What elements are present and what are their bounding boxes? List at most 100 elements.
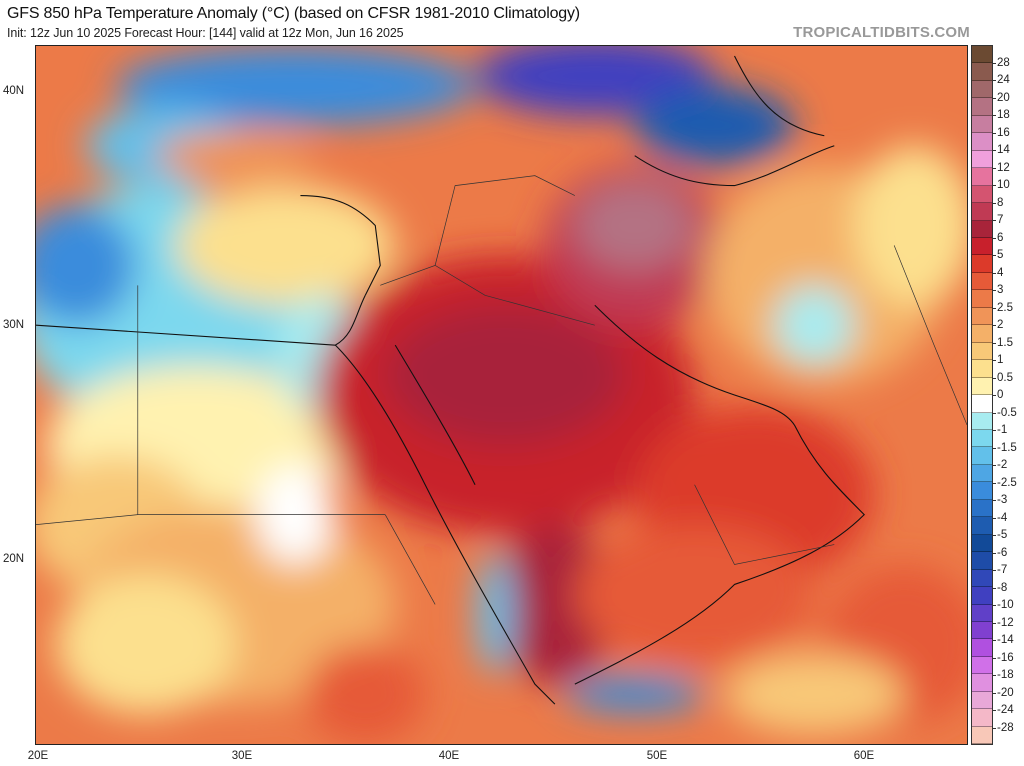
colorbar-label: 20 xyxy=(997,91,1010,104)
colorbar-tick xyxy=(992,412,996,414)
colorbar-bin xyxy=(972,464,992,483)
colorbar-label: -16 xyxy=(997,651,1014,664)
colorbar-bin xyxy=(972,447,992,465)
colorbar-tick xyxy=(992,622,996,624)
colorbar-bin xyxy=(972,342,992,361)
colorbar-bin xyxy=(972,604,992,622)
borders xyxy=(36,175,967,605)
colorbar-label: -18 xyxy=(997,669,1014,681)
colorbar-tick xyxy=(992,307,996,309)
colorbar-bin xyxy=(972,220,992,238)
colorbar-tick xyxy=(992,640,996,641)
colorbar-tick xyxy=(992,237,996,239)
colorbar-bin xyxy=(972,691,992,710)
temperature-anomaly-map xyxy=(35,45,968,745)
colorbar-bin xyxy=(972,290,992,308)
colorbar-bin xyxy=(972,168,992,186)
colorbar-label: -7 xyxy=(997,564,1008,576)
colorbar-bin xyxy=(972,482,992,500)
colorbar-tick xyxy=(992,185,996,186)
colorbar-label: 8 xyxy=(997,196,1004,209)
colorbar-tick xyxy=(992,97,996,99)
colorbar-tick xyxy=(992,710,996,711)
colorbar-tick xyxy=(992,657,996,659)
colorbar-tick xyxy=(992,482,996,484)
colorbar-tick xyxy=(992,605,996,606)
colorbar-label: -28 xyxy=(997,721,1014,734)
colorbar-label: 18 xyxy=(997,109,1010,121)
colorbar-tick xyxy=(992,500,996,501)
colorbar-tick xyxy=(992,447,996,449)
colorbar xyxy=(971,45,993,745)
colorbar-label: 0 xyxy=(997,389,1004,401)
colorbar-bin xyxy=(972,429,992,448)
colorbar-tick xyxy=(992,272,996,274)
colorbar-label: -6 xyxy=(997,546,1008,559)
colorbar-tick xyxy=(992,202,996,204)
colorbar-bin xyxy=(972,203,992,221)
colorbar-tick xyxy=(992,675,996,676)
colorbar-label: -10 xyxy=(997,599,1014,611)
lon-label-20e: 20E xyxy=(27,750,49,762)
colorbar-bin xyxy=(972,726,992,745)
colorbar-bin xyxy=(972,307,992,326)
colorbar-label: 16 xyxy=(997,126,1010,139)
lat-label-40n: 40N xyxy=(3,85,25,97)
colorbar-tick xyxy=(992,727,996,729)
colorbar-bin xyxy=(972,395,992,413)
colorbar-label: 10 xyxy=(997,179,1010,191)
colorbar-bin xyxy=(972,133,992,151)
colorbar-label: -1.5 xyxy=(997,441,1017,454)
colorbar-label: -5 xyxy=(997,529,1008,541)
colorbar-bin xyxy=(972,412,992,430)
colorbar-bin xyxy=(972,534,992,553)
colorbar-label: 5 xyxy=(997,249,1004,261)
colorbar-label: -3 xyxy=(997,494,1008,506)
colorbar-label: -20 xyxy=(997,686,1014,699)
colorbar-tick xyxy=(992,535,996,536)
colorbar-bin xyxy=(972,325,992,343)
colorbar-label: -8 xyxy=(997,581,1008,594)
colorbar-tick xyxy=(992,692,996,694)
colorbar-bin xyxy=(972,360,992,378)
colorbar-tick xyxy=(992,80,996,81)
colorbar-label: 6 xyxy=(997,231,1004,244)
colorbar-bin xyxy=(972,115,992,134)
colorbar-label: 1.5 xyxy=(997,336,1013,349)
colorbar-bin xyxy=(972,272,992,291)
lon-label-50e: 50E xyxy=(646,750,668,762)
colorbar-label: -12 xyxy=(997,616,1014,629)
colorbar-label: 7 xyxy=(997,214,1004,226)
colorbar-tick xyxy=(992,360,996,361)
colorbar-tick xyxy=(992,465,996,466)
colorbar-bin xyxy=(972,46,992,64)
colorbar-bin xyxy=(972,255,992,273)
colorbar-bin xyxy=(972,150,992,169)
colorbar-label: 12 xyxy=(997,161,1010,174)
colorbar-label: -0.5 xyxy=(997,406,1017,419)
colorbar-label: 24 xyxy=(997,74,1010,86)
colorbar-label: -4 xyxy=(997,511,1008,524)
colorbar-label: 28 xyxy=(997,56,1010,69)
colorbar-bin xyxy=(972,587,992,605)
colorbar-bin xyxy=(972,237,992,256)
colorbar-bin xyxy=(972,499,992,518)
colorbar-label: 4 xyxy=(997,266,1004,279)
colorbar-tick xyxy=(992,325,996,326)
colorbar-bin xyxy=(972,552,992,570)
lat-label-20n: 20N xyxy=(3,553,25,565)
colorbar-tick xyxy=(992,290,996,291)
colorbar-label: 2.5 xyxy=(997,301,1013,314)
colorbar-tick xyxy=(992,377,996,379)
map-title: GFS 850 hPa Temperature Anomaly (°C) (ba… xyxy=(7,5,580,22)
colorbar-tick xyxy=(992,132,996,134)
brand-watermark: TROPICALTIDBITS.COM xyxy=(793,24,970,41)
colorbar-bin xyxy=(972,377,992,396)
colorbar-tick xyxy=(992,395,996,396)
colorbar-label: -1 xyxy=(997,424,1008,436)
forecast-info: Init: 12z Jun 10 2025 Forecast Hour: [14… xyxy=(7,26,404,40)
colorbar-tick xyxy=(992,255,996,256)
colorbar-tick xyxy=(992,62,996,64)
colorbar-bin xyxy=(972,639,992,657)
colorbar-bin xyxy=(972,674,992,692)
